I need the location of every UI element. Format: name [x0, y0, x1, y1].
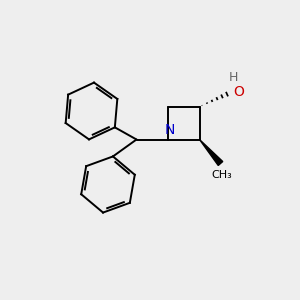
Text: CH₃: CH₃ [212, 170, 233, 180]
Polygon shape [200, 140, 223, 166]
Text: H: H [228, 71, 238, 84]
Text: O: O [233, 85, 244, 98]
Text: N: N [165, 123, 175, 137]
